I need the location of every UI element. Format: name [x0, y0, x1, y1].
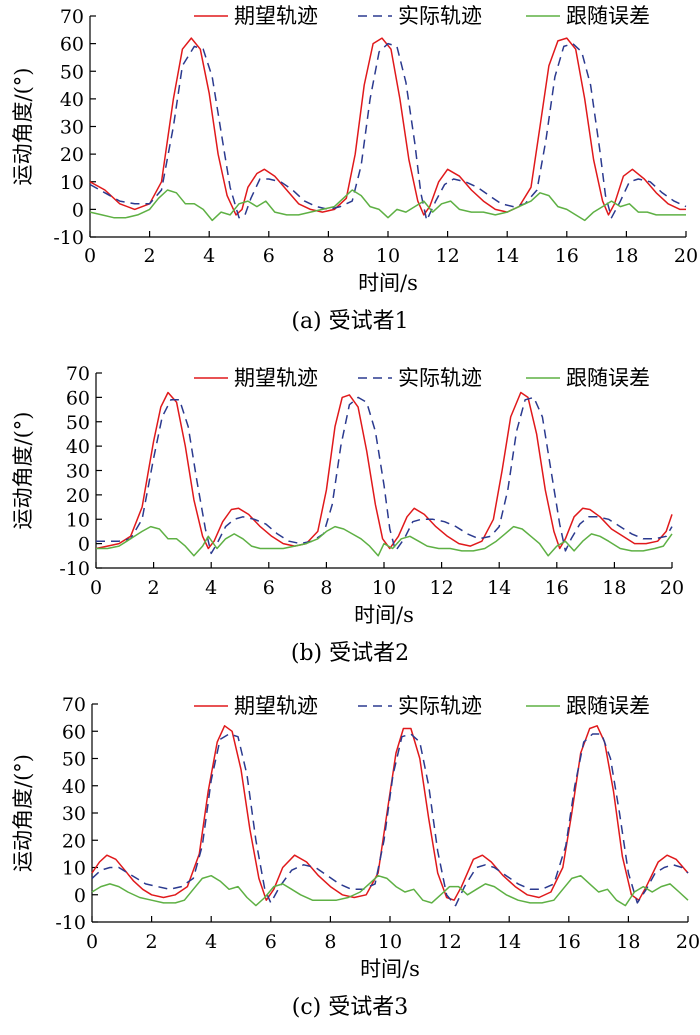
y-tick-label: 70 — [60, 6, 84, 28]
x-axis-label: 时间/s — [354, 603, 414, 627]
x-tick-label: 0 — [90, 577, 102, 599]
y-tick-label: 70 — [62, 694, 86, 716]
x-tick-label: 2 — [144, 245, 156, 267]
x-tick-label: 0 — [86, 931, 98, 953]
y-tick-label: 70 — [66, 363, 90, 385]
y-axis-label: 运动角度/(°) — [11, 68, 35, 186]
y-tick-label: 0 — [72, 199, 84, 221]
y-tick-label: 30 — [66, 461, 90, 483]
x-tick-label: 20 — [674, 245, 698, 267]
panel-caption: (a) 受试者1 — [291, 309, 408, 334]
series-line-2 — [89, 42, 687, 222]
y-tick-label: 40 — [62, 776, 86, 798]
panel-caption: (c) 受试者3 — [292, 995, 408, 1020]
legend-entry: 实际轨迹 — [398, 366, 482, 390]
y-tick-label: -10 — [59, 558, 90, 580]
x-tick-label: 18 — [602, 577, 626, 599]
x-tick-label: 16 — [555, 245, 579, 267]
y-tick-label: 20 — [62, 830, 86, 852]
legend-entry: 期望轨迹 — [234, 694, 318, 718]
chart-panel-2: -100102030405060700 2 4 6 8 10 12 14 16 18 20期望轨迹实… — [11, 363, 684, 666]
y-tick-label: 50 — [62, 749, 86, 771]
x-tick-label: 0 — [84, 245, 96, 267]
x-tick-label: 18 — [614, 245, 638, 267]
y-tick-label: 60 — [66, 387, 90, 409]
x-tick-label: 8 — [322, 245, 334, 267]
x-tick-label: 12 — [438, 931, 462, 953]
legend-entry: 期望轨迹 — [234, 366, 318, 390]
y-tick-label: -10 — [55, 912, 86, 934]
x-tick-label: 2 — [148, 577, 160, 599]
y-tick-label: -10 — [53, 227, 84, 249]
series-line-3 — [89, 189, 686, 222]
chart-panel-3: -100102030405060700 2 4 6 8 10 12 14 16 18 20期望轨迹实… — [11, 694, 700, 1020]
x-tick-label: 10 — [372, 577, 396, 599]
y-tick-label: 10 — [66, 509, 90, 531]
x-tick-label: 4 — [205, 577, 217, 599]
legend-entry: 期望轨迹 — [234, 4, 318, 28]
y-tick-label: 30 — [60, 117, 84, 139]
x-tick-label: 12 — [436, 245, 460, 267]
x-tick-label: 4 — [205, 931, 217, 953]
x-tick-label: 12 — [430, 577, 454, 599]
x-tick-label: 8 — [320, 577, 332, 599]
series-line-1 — [95, 391, 673, 550]
x-tick-label: 18 — [616, 931, 640, 953]
x-tick-label: 14 — [497, 931, 521, 953]
x-tick-label: 14 — [487, 577, 511, 599]
x-tick-label: 16 — [557, 931, 581, 953]
x-tick-label: 10 — [378, 931, 402, 953]
y-tick-label: 0 — [78, 534, 90, 556]
x-tick-label: 6 — [263, 577, 275, 599]
series-line-3 — [96, 525, 673, 557]
legend-entry: 跟随误差 — [566, 4, 650, 28]
y-tick-label: 60 — [62, 721, 86, 743]
y-tick-label: 30 — [62, 803, 86, 825]
chart-panel-1: -100102030405060700 2 4 6 8 10 12 14 16 18 20期望轨迹实… — [11, 4, 698, 334]
y-axis-label: 运动角度/(°) — [11, 412, 35, 530]
x-tick-label: 4 — [203, 245, 215, 267]
y-tick-label: 10 — [60, 172, 84, 194]
y-tick-label: 40 — [66, 436, 90, 458]
x-tick-label: 20 — [660, 577, 684, 599]
y-tick-label: 20 — [66, 485, 90, 507]
legend-entry: 实际轨迹 — [398, 694, 482, 718]
y-tick-label: 0 — [74, 885, 86, 907]
x-axis-label: 时间/s — [358, 271, 418, 295]
x-tick-label: 14 — [495, 245, 519, 267]
y-tick-label: 50 — [66, 412, 90, 434]
series-line-1 — [89, 37, 686, 216]
legend-entry: 实际轨迹 — [398, 4, 482, 28]
y-tick-label: 40 — [60, 89, 84, 111]
series-line-2 — [91, 733, 689, 907]
series-line-3 — [91, 874, 689, 907]
y-tick-label: 20 — [60, 144, 84, 166]
legend-entry: 跟随误差 — [566, 694, 650, 718]
series-line-1 — [91, 725, 689, 901]
y-tick-label: 50 — [60, 61, 84, 83]
y-tick-label: 10 — [62, 858, 86, 880]
x-tick-label: 6 — [265, 931, 277, 953]
y-tick-label: 60 — [60, 34, 84, 56]
x-tick-label: 16 — [545, 577, 569, 599]
panel-caption: (b) 受试者2 — [291, 641, 409, 666]
x-tick-label: 8 — [324, 931, 336, 953]
x-axis-label: 时间/s — [360, 957, 420, 981]
x-tick-label: 20 — [676, 931, 700, 953]
y-axis-label: 运动角度/(°) — [11, 754, 35, 872]
x-tick-label: 10 — [376, 245, 400, 267]
series-line-2 — [96, 396, 673, 555]
x-tick-label: 6 — [263, 245, 275, 267]
legend-entry: 跟随误差 — [566, 366, 650, 390]
x-tick-label: 2 — [146, 931, 158, 953]
